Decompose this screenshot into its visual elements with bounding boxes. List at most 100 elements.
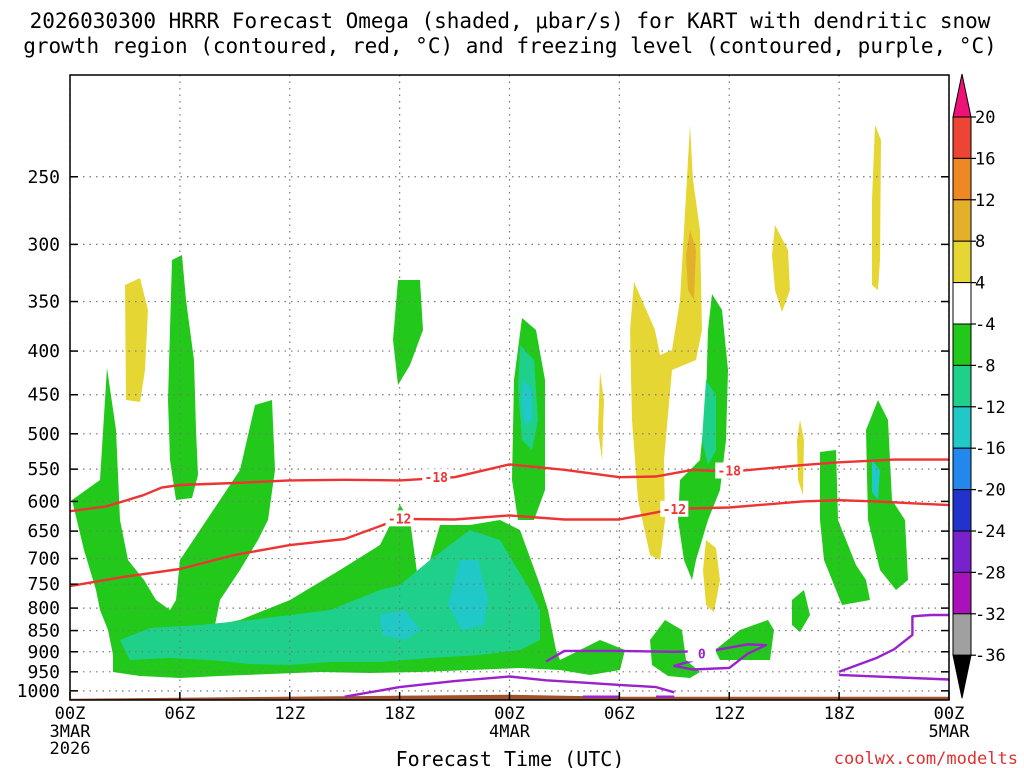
contour-zero-label-0: 0	[698, 647, 706, 662]
colorbar-label-11: -28	[975, 563, 1006, 583]
y-tick-label-500: 500	[27, 424, 60, 445]
chart-title-line2: growth region (contoured, red, °C) and f…	[23, 34, 997, 58]
colorbar-bin-2	[952, 157, 972, 201]
colorbar-label-4: 4	[975, 274, 985, 294]
x-tick-label-1: 06Z	[165, 704, 196, 724]
y-tick-label-950: 950	[27, 662, 60, 683]
omega-area-green-6	[820, 450, 870, 605]
y-tick-label-450: 450	[27, 385, 60, 406]
contour-zero-line-5	[839, 673, 950, 681]
omega-area-yellow-1	[125, 278, 148, 402]
colorbar-bin-5	[952, 282, 972, 325]
colorbar-label-7: -12	[975, 398, 1006, 418]
x-tick-label-7: 18Z	[824, 704, 855, 724]
omega-area-cyan-2	[380, 610, 420, 640]
x-tick-label-2: 12Z	[274, 704, 305, 724]
colorbar-bin-12	[952, 571, 972, 615]
y-tick-label-400: 400	[27, 341, 60, 362]
contour-zero-line-1	[545, 643, 768, 671]
omega-area-teal-3	[702, 380, 716, 465]
omega-shading	[72, 125, 908, 678]
omega-area-yellow-6	[598, 372, 604, 460]
y-tick-label-1000: 1000	[17, 681, 60, 702]
y-tick-label-750: 750	[27, 574, 60, 595]
omega-area-cyan-1	[448, 560, 488, 630]
colorbar-label-8: -16	[975, 439, 1006, 459]
colorbar-label-2: 12	[975, 191, 995, 211]
omega-area-cyan-3	[521, 380, 532, 425]
omega-area-green-8	[650, 620, 700, 678]
colorbar-label-6: -8	[975, 356, 995, 376]
colorbar-bin-9	[952, 447, 972, 491]
contour-zero-line-4	[838, 613, 949, 673]
omega-area-yellow-4	[872, 125, 881, 290]
omega-area-green-2	[168, 255, 198, 500]
colorbar-label-3: 8	[975, 232, 985, 252]
contour-minus18-label-0: -18	[425, 471, 449, 486]
colorbar-bin-3	[952, 199, 972, 242]
x-tick-label-0: 00Z	[55, 704, 86, 724]
contour-minus18-label-bg-0	[422, 469, 451, 486]
y-tick-label-900: 900	[27, 642, 60, 663]
x-axis-label: Forecast Time (UTC)	[396, 747, 625, 768]
contour-lines: -18 -18 -12 -12 0	[69, 458, 950, 698]
x-tick-label-8: 00Z	[934, 704, 965, 724]
y-tick-label-350: 350	[27, 292, 60, 313]
colorbar-arrow-bottom	[952, 654, 972, 699]
contour-zero-label-bg-0	[687, 645, 716, 662]
y-axis: 2503003504004505005506006507007508008509…	[17, 167, 949, 702]
colorbar-legend: 20 16 12 8 4 -4 -8 -12 -16 -20 -24 -28 -32 -36	[952, 73, 1006, 699]
y-tick-label-300: 300	[27, 234, 60, 255]
contour-minus18-label-1: -18	[718, 464, 742, 479]
y-tick-label-650: 650	[27, 521, 60, 542]
colorbar-bin-10	[952, 489, 972, 532]
omega-area-teal-main	[120, 530, 540, 665]
omega-area-green-7	[866, 400, 908, 590]
x-tick-label-5: 06Z	[604, 704, 635, 724]
y-tick-label-850: 850	[27, 621, 60, 642]
colorbar-bin-4	[952, 240, 972, 284]
chart-title-line1: 2026030300 HRRR Forecast Omega (shaded, …	[30, 9, 991, 33]
y-tick-label-600: 600	[27, 491, 60, 512]
x-tick-label-4: 00Z	[494, 704, 525, 724]
omega-area-amber-1	[686, 230, 696, 300]
colorbar-bin-1	[952, 116, 972, 159]
colorbar-arrow-top	[952, 73, 972, 118]
contour-minus12-label-1: -12	[663, 503, 686, 518]
colorbar-bin-11	[952, 530, 972, 573]
colorbar-label-9: -20	[975, 481, 1006, 501]
y-tick-label-550: 550	[27, 459, 60, 480]
colorbar-label-12: -32	[975, 605, 1006, 625]
omega-area-green-3	[393, 280, 423, 385]
contour-minus18-line-0	[69, 458, 949, 513]
omega-area-yellow-2	[630, 125, 702, 560]
omega-area-green-11	[586, 648, 615, 668]
contour-minus12-line-0	[69, 499, 950, 588]
x-tick-sublabel-4: 4MAR	[489, 722, 531, 742]
contour-minus12-label-0: -12	[388, 512, 411, 527]
colorbar-bin-6	[952, 323, 972, 366]
x-tick-sublabel-8: 5MAR	[929, 722, 971, 742]
colorbar-bin-13	[952, 613, 972, 656]
y-tick-label-800: 800	[27, 598, 60, 619]
y-tick-label-700: 700	[27, 549, 60, 570]
colorbar-label-0: 20	[975, 108, 995, 128]
omega-area-yellow-7	[797, 420, 804, 495]
plot-area: -18 -18 -12 -12 0	[69, 74, 950, 701]
colorbar-bin-8	[952, 406, 972, 449]
x-tick-year-0: 2026	[50, 739, 91, 759]
colorbar-label-10: -24	[975, 522, 1006, 542]
omega-area-yellow-3	[772, 225, 790, 312]
colorbar-label-13: -36	[975, 646, 1006, 666]
y-tick-label-250: 250	[27, 167, 60, 188]
contour-minus12-label-bg-0	[385, 510, 414, 527]
contour-minus12-label-bg-1	[660, 500, 689, 517]
credit-text: coolwx.com/modelts	[834, 749, 1018, 768]
colorbar-label-1: 16	[975, 149, 995, 169]
x-tick-label-6: 12Z	[714, 704, 745, 724]
colorbar-label-5: -4	[975, 315, 995, 335]
omega-area-cyan-4	[872, 460, 880, 500]
contour-minus18-label-bg-1	[715, 462, 744, 479]
